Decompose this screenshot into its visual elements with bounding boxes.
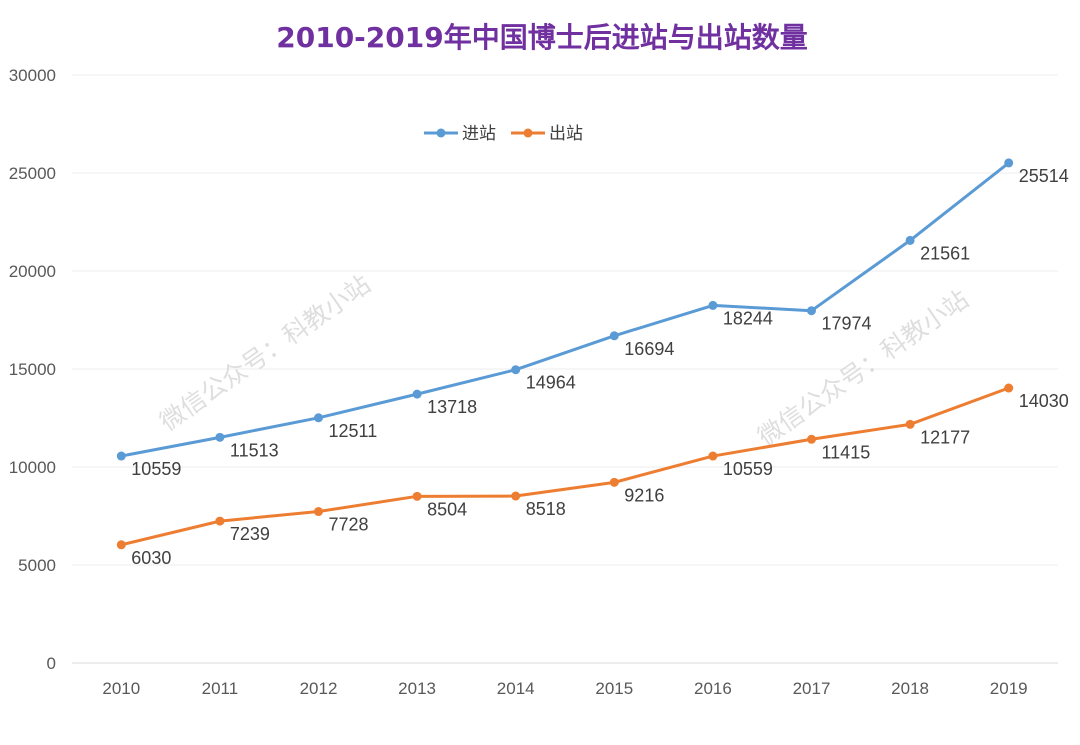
x-tick-label: 2015 — [595, 679, 633, 698]
data-label: 12177 — [920, 427, 970, 447]
data-label: 21561 — [920, 243, 970, 263]
data-point — [807, 434, 816, 444]
x-tick-label: 2011 — [202, 679, 239, 698]
series-line-2 — [120, 386, 1010, 547]
legend-label: 出站 — [549, 124, 583, 144]
data-point — [609, 331, 619, 341]
data-point — [116, 540, 126, 550]
series-line-1 — [121, 161, 1010, 458]
legend-marker — [523, 128, 533, 138]
data-point — [314, 507, 323, 517]
data-label: 8504 — [427, 499, 467, 519]
y-tick-label: 30000 — [9, 66, 56, 85]
x-tick-label: 2017 — [793, 679, 831, 698]
y-tick-label: 10000 — [9, 458, 56, 477]
data-label: 18244 — [723, 308, 773, 328]
data-point — [412, 491, 422, 501]
data-labels: 10559 11513 12511 13718 14964 16694 18244 17974… — [131, 166, 1068, 568]
x-tick-label: 2016 — [694, 679, 732, 698]
data-label: 25514 — [1019, 166, 1069, 186]
data-point — [412, 389, 422, 399]
x-tick-label: 2012 — [300, 679, 338, 698]
x-axis: 2010 2011 2012 2013 2014 2015 2016 2017 2018 2019 — [102, 679, 1027, 698]
data-point — [116, 451, 126, 461]
data-label: 7239 — [230, 524, 270, 544]
watermarks: 微信公众号：科教小站 微信公众号：科教小站 — [154, 269, 973, 451]
data-point — [511, 491, 521, 501]
x-tick-label: 2010 — [102, 679, 140, 698]
y-tick-label: 20000 — [9, 262, 56, 281]
legend: 进站 出站 — [424, 124, 583, 144]
data-point — [1004, 158, 1014, 168]
data-label: 13718 — [427, 397, 477, 417]
data-point — [905, 419, 915, 429]
x-tick-label: 2013 — [398, 679, 436, 698]
data-label: 17974 — [822, 314, 872, 334]
data-label: 16694 — [624, 339, 674, 359]
data-point — [807, 306, 816, 316]
data-label: 11513 — [230, 440, 279, 460]
gridlines — [72, 74, 1058, 664]
legend-marker — [436, 128, 446, 138]
y-axis: 0 5000 10000 15000 20000 25000 30000 — [9, 66, 56, 673]
data-point — [511, 365, 521, 375]
data-point — [708, 451, 718, 461]
data-label: 11415 — [822, 442, 871, 462]
x-tick-label: 2018 — [891, 679, 929, 698]
data-point — [609, 477, 619, 487]
data-point — [708, 300, 718, 310]
data-label: 7728 — [329, 515, 369, 535]
series — [116, 158, 1014, 550]
y-tick-label: 0 — [47, 654, 56, 673]
data-point — [905, 235, 915, 245]
data-point — [1004, 383, 1014, 393]
data-label: 14030 — [1019, 391, 1069, 411]
x-tick-label: 2019 — [990, 679, 1028, 698]
data-point — [314, 413, 323, 423]
data-label: 8518 — [526, 499, 566, 519]
data-label: 12511 — [329, 421, 378, 441]
data-label: 9216 — [624, 485, 664, 505]
y-tick-label: 5000 — [18, 556, 56, 575]
data-point — [215, 516, 225, 526]
y-tick-label: 25000 — [9, 164, 56, 183]
data-label: 14964 — [526, 373, 576, 393]
legend-label: 进站 — [462, 124, 496, 144]
data-label: 10559 — [723, 459, 773, 479]
chart-title: 2010-2019年中国博士后进站与出站数量 — [276, 21, 807, 54]
data-label: 10559 — [131, 459, 181, 479]
data-point — [215, 432, 225, 442]
data-label: 6030 — [131, 548, 171, 568]
x-tick-label: 2014 — [497, 679, 535, 698]
y-tick-label: 15000 — [9, 360, 56, 379]
